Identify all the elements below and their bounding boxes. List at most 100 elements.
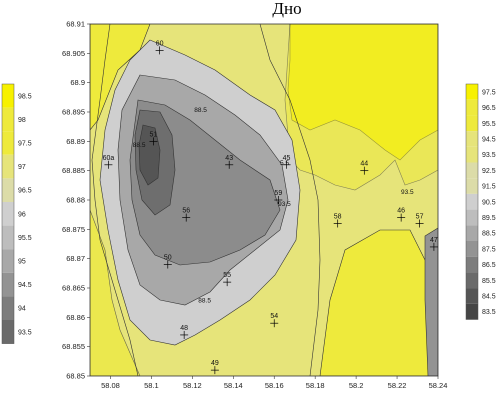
legend-swatch (2, 178, 14, 202)
legend-frame (465, 83, 479, 320)
legend-frame (1, 83, 15, 344)
y-axis: 68.91 68.905 68.9 68.895 68.89 68.885 68.88 68.… (62, 20, 90, 381)
contour-value-label: 88.5 (198, 298, 211, 305)
legend-label: 98 (18, 117, 26, 124)
y-tick-label: 68.885 (62, 166, 85, 175)
legend-label: 96.5 (482, 105, 496, 112)
legend-swatch (466, 178, 478, 194)
contour-line-a (91, 24, 139, 376)
sample-point-label: 60 (156, 40, 164, 47)
contour-line-b (259, 24, 321, 376)
legend-swatch (466, 115, 478, 132)
legend-swatch (466, 193, 478, 210)
legend-label: 95 (18, 259, 26, 266)
x-tick-label: 58.14 (224, 381, 243, 390)
legend-label: 96.5 (18, 188, 32, 195)
x-tick-label: 58.22 (388, 381, 407, 390)
legend-swatch (2, 296, 14, 320)
x-tick-label: 58.18 (306, 381, 325, 390)
legend-swatch (2, 272, 14, 297)
legend-right: 97.5 96.5 95.5 94.5 93.5 92.5 91.5 90.5 89.5 88.5… (465, 83, 496, 320)
legend-swatch (466, 209, 478, 226)
band-yellow-sw (90, 209, 141, 376)
contour-value-label: 93.5 (401, 189, 414, 196)
legend-swatch (466, 288, 478, 304)
sample-point-50: 50 (163, 255, 172, 269)
sample-point-59: 59 (274, 190, 283, 204)
sample-point-45: 45 (282, 155, 291, 169)
contour-field (90, 24, 438, 376)
legend-label: 95.5 (482, 121, 496, 128)
legend-label: 84.5 (482, 293, 496, 300)
y-tick-label: 68.875 (62, 225, 85, 234)
sample-point-label: 60a (103, 155, 115, 162)
y-tick-label: 68.88 (66, 196, 85, 205)
sample-point-60a: 60a (103, 155, 115, 169)
sample-point-label: 51 (150, 131, 158, 138)
y-tick-label: 68.905 (62, 49, 85, 58)
sample-point-label: 49 (211, 360, 219, 367)
contour-labels: 88.5 88.5 88.5 5.5 93.5 93.5 (133, 107, 414, 305)
x-tick-label: 58.12 (183, 381, 202, 390)
legend-swatch (466, 303, 478, 320)
sample-point-label: 45 (283, 155, 291, 162)
sample-point-label: 54 (270, 313, 278, 320)
x-tick-label: 58.1 (144, 381, 159, 390)
legend-swatch (466, 84, 478, 100)
y-tick-label: 68.865 (62, 284, 85, 293)
legend-label: 90.5 (482, 199, 496, 206)
y-tick-label: 68.89 (66, 137, 85, 146)
y-tick-label: 68.85 (66, 372, 85, 381)
sample-point-60: 60 (155, 40, 164, 55)
x-tick-label: 58.24 (429, 381, 448, 390)
sample-point-46: 46 (397, 208, 406, 222)
legend-swatch (466, 256, 478, 273)
sample-point-57: 57 (415, 213, 424, 228)
sample-point-48: 48 (180, 325, 189, 339)
legend-left: 98.5 98 97.5 97 96.5 96 95.5 95 94.5 94 93.5 (1, 83, 32, 344)
band-grey-se (424, 227, 438, 376)
legend-swatch (2, 107, 14, 132)
legend-swatch (2, 154, 14, 179)
x-tick-label: 58.08 (101, 381, 120, 390)
sample-point-43: 43 (225, 155, 234, 169)
legend-swatch (466, 162, 478, 179)
legend-swatch (2, 202, 14, 226)
sample-point-label: 47 (430, 237, 438, 244)
sample-point-label: 50 (164, 255, 172, 262)
legend-label: 88.5 (482, 231, 496, 238)
legend-label: 89.5 (482, 215, 496, 222)
x-axis: 58.08 58.1 58.12 58.14 58.16 58.18 58.2 58.22 58… (101, 376, 447, 390)
legend-label: 97.5 (18, 141, 32, 148)
band-yellow-se (319, 229, 438, 376)
y-tick-label: 68.91 (66, 20, 85, 29)
sample-point-label: 56 (182, 208, 190, 215)
y-tick-label: 68.855 (62, 342, 85, 351)
legend-label: 94 (18, 306, 26, 313)
sample-point-label: 58 (334, 213, 342, 220)
sample-point-label: 44 (360, 161, 368, 168)
legend-label: 96 (18, 211, 26, 218)
sample-point-55: 55 (223, 272, 232, 287)
legend-swatch (466, 272, 478, 289)
sample-point-label: 43 (225, 155, 233, 162)
map-title: Дно (272, 0, 301, 18)
legend-label: 98.5 (18, 93, 32, 100)
legend-label: 93.5 (482, 152, 496, 159)
y-tick-label: 68.87 (66, 254, 85, 263)
sample-point-label: 48 (180, 325, 188, 332)
sample-point-label: 57 (416, 213, 424, 220)
legend-swatch (466, 241, 478, 257)
contour-value-label: 93.5 (278, 201, 291, 208)
x-tick-label: 58.16 (265, 381, 284, 390)
legend-swatch (2, 225, 14, 250)
legend-label: 83.5 (482, 309, 496, 316)
legend-swatch (466, 99, 478, 116)
legend-swatch (466, 131, 478, 147)
legend-label: 94.5 (482, 136, 496, 143)
legend-label: 94.5 (18, 282, 32, 289)
legend-label: 85.5 (482, 278, 496, 285)
contour-value-label: 88.5 (194, 107, 207, 114)
sample-point-44: 44 (360, 161, 369, 175)
